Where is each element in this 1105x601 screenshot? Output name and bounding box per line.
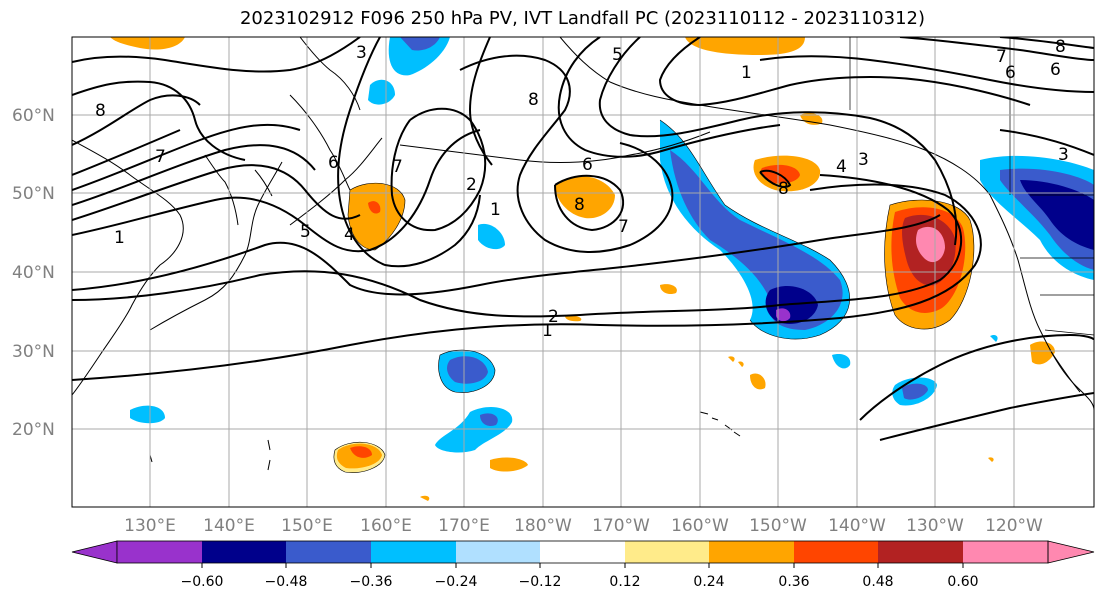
lon-label: 130°W: [906, 516, 964, 536]
map-title: 2023102912 F096 250 hPa PV, IVT Landfall…: [239, 8, 926, 29]
pv-contours: [72, 37, 1094, 441]
contour-label: 4: [344, 225, 355, 245]
colorbar-tick-label: −0.24: [435, 574, 478, 590]
contour-label: 6: [328, 153, 339, 173]
contour-label: 3: [858, 150, 869, 170]
contour-label: 6: [582, 155, 593, 175]
colorbar-swatch: [117, 541, 202, 563]
lon-label: 140°W: [828, 516, 886, 536]
contour-label: 6: [1050, 60, 1061, 80]
contour-label: 5: [612, 45, 623, 65]
contour-labels: 3 8 7 1 6 7 4 5 2 6 7 8 1 8 1 2 1 4 3 3 …: [95, 37, 1069, 341]
colorbar: −0.60 −0.48 −0.36 −0.24 −0.12 0.12 0.24 …: [71, 540, 1095, 590]
colorbar-tick-label: −0.12: [519, 574, 562, 590]
contour-label: 8: [574, 195, 585, 215]
lat-label: 30°N: [12, 342, 55, 362]
pv-shading: [110, 37, 1094, 501]
colorbar-swatch: [794, 541, 878, 563]
lat-label: 20°N: [12, 420, 55, 440]
colorbar-tick-label: −0.48: [265, 574, 308, 590]
contour-label: 1: [741, 63, 752, 83]
contour-label: 8: [528, 90, 539, 110]
contour-label: 1: [542, 321, 553, 341]
contour-label: 3: [1058, 145, 1069, 165]
contour-label: 1: [114, 228, 125, 248]
lon-label: 130°E: [124, 516, 176, 536]
lon-label: 170°W: [592, 516, 650, 536]
colorbar-tick-label: 0.12: [609, 574, 640, 590]
colorbar-swatch: [286, 541, 371, 563]
colorbar-tick-label: −0.36: [350, 574, 393, 590]
contour-label: 7: [392, 157, 403, 177]
colorbar-tick-label: 0.60: [947, 574, 978, 590]
colorbar-min-extension: [71, 540, 118, 564]
contour-label: 8: [778, 179, 789, 199]
colorbar-swatch: [371, 541, 456, 563]
lon-label: 170°E: [438, 516, 490, 536]
contour-label: 1: [490, 200, 501, 220]
lon-label: 140°E: [203, 516, 255, 536]
contour-label: 7: [996, 47, 1007, 67]
contour-label: 8: [95, 101, 106, 121]
coastlines: [72, 37, 1094, 471]
lat-label: 40°N: [12, 263, 55, 283]
colorbar-swatch: [202, 541, 286, 563]
colorbar-tick-label: 0.36: [778, 574, 809, 590]
contour-label: 7: [155, 147, 166, 167]
colorbar-swatch: [456, 541, 540, 563]
contour-label: 3: [356, 43, 367, 63]
colorbar-swatch: [625, 541, 709, 563]
lon-label: 160°W: [671, 516, 729, 536]
colorbar-swatch: [540, 541, 625, 563]
latitude-labels: 60°N 50°N 40°N 30°N 20°N: [12, 106, 55, 440]
longitude-labels: 130°E 140°E 150°E 160°E 170°E 180°W 170°…: [124, 516, 1043, 536]
colorbar-swatch: [878, 541, 963, 563]
contour-label: 5: [300, 222, 311, 242]
contour-label: 2: [548, 307, 559, 327]
colorbar-tick-label: −0.60: [181, 574, 224, 590]
contour-label: 2: [466, 175, 477, 195]
colorbar-swatch: [963, 541, 1048, 563]
lon-label: 180°W: [514, 516, 572, 536]
colorbar-tick-label: 0.24: [693, 574, 724, 590]
borders: [849, 37, 1094, 336]
contour-label: 6: [1005, 63, 1016, 83]
contour-label: 8: [1055, 37, 1066, 57]
lon-label: 160°E: [360, 516, 412, 536]
lat-label: 60°N: [12, 106, 55, 126]
graticule: [72, 37, 1094, 507]
lon-label: 120°W: [985, 516, 1043, 536]
colorbar-max-extension: [1047, 540, 1095, 564]
lon-label: 150°E: [281, 516, 333, 536]
lat-label: 50°N: [12, 184, 55, 204]
contour-label: 7: [618, 217, 629, 237]
lon-label: 150°W: [749, 516, 807, 536]
colorbar-swatch: [709, 541, 794, 563]
contour-label: 4: [836, 157, 847, 177]
colorbar-tick-label: 0.48: [862, 574, 893, 590]
map-frame: [71, 36, 1095, 508]
